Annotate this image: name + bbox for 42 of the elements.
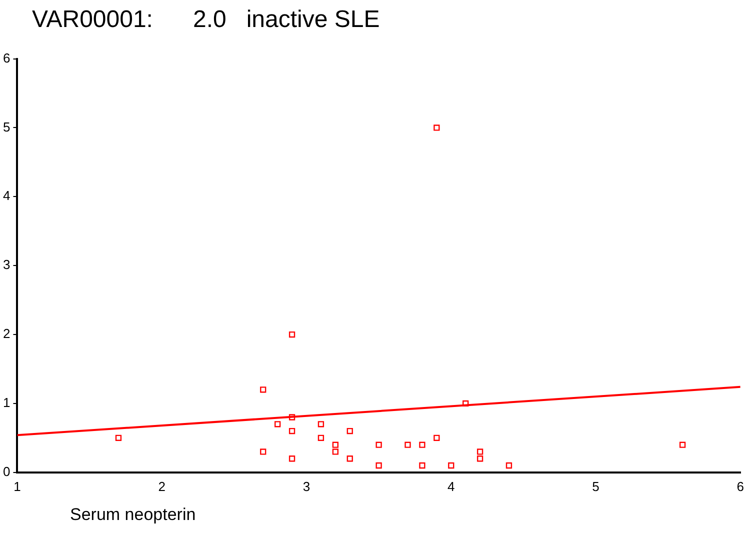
point [434, 124, 440, 131]
point [462, 400, 469, 407]
point [332, 448, 338, 455]
point [115, 434, 122, 442]
x-tick-label: 5 [592, 478, 600, 494]
point [346, 456, 353, 462]
y-tick-label: 6 [2, 50, 10, 66]
point [404, 442, 411, 448]
x-tick-label: 6 [736, 478, 744, 494]
x-axis-title: Serum neopterin [70, 505, 196, 525]
x-tick-label: 2 [158, 478, 166, 494]
x-tick-label: 4 [448, 478, 455, 494]
point [376, 442, 382, 448]
point [288, 428, 296, 434]
point [476, 448, 484, 455]
point [376, 462, 382, 469]
point [274, 421, 281, 428]
x-tick-label: 3 [302, 478, 310, 494]
point [476, 456, 484, 462]
point [318, 434, 324, 442]
point [346, 428, 353, 434]
point [434, 434, 440, 442]
y-tick-label: 2 [2, 326, 10, 342]
y-tick-label: 4 [2, 188, 10, 204]
point [448, 462, 454, 469]
point [679, 442, 686, 448]
y-tick-label: 1 [2, 395, 10, 410]
point [260, 386, 266, 393]
y-tick-label: 3 [2, 257, 10, 272]
point [288, 414, 296, 420]
point [419, 442, 426, 448]
point [419, 462, 426, 469]
point [506, 462, 512, 469]
point [318, 421, 324, 428]
y-tick-label: 0 [2, 464, 10, 479]
y-tick-label: 5 [2, 119, 10, 134]
point [332, 442, 338, 448]
point [260, 448, 266, 455]
point [288, 456, 296, 462]
point [288, 331, 296, 338]
chart-title: VAR00001: 2.0 inactive SLE [32, 6, 380, 34]
x-tick-label: 1 [14, 478, 21, 494]
